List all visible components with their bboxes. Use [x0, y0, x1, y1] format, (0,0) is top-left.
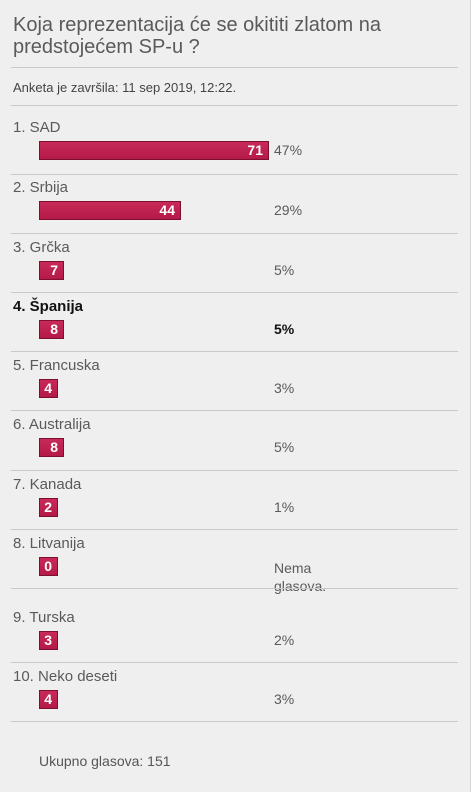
header-divider [11, 105, 458, 106]
poll-option-row: 10. Neko deseti 4 3% [0, 663, 471, 722]
vote-count: 4 [44, 380, 52, 396]
poll-option-row: 8. Litvanija 0 Nema glasova. [0, 530, 471, 594]
option-divider [11, 662, 458, 663]
option-label: 6. Australija [13, 416, 91, 433]
option-divider [11, 174, 458, 175]
poll-option-row: 3. Grčka 7 5% [0, 234, 471, 293]
vote-bar: 4 [39, 379, 58, 398]
option-divider [11, 588, 458, 589]
vote-count: 3 [44, 632, 52, 648]
total-votes: Ukupno glasova: 151 [39, 753, 171, 769]
vote-count: 0 [44, 558, 52, 574]
vote-bar: 0 [39, 557, 58, 576]
option-label: 8. Litvanija [13, 535, 85, 552]
vote-percent: 1% [274, 499, 295, 515]
vote-percent: 5% [274, 262, 295, 278]
vote-percent: 2% [274, 632, 295, 648]
option-divider [11, 529, 458, 530]
vote-count: 8 [50, 439, 58, 455]
option-label: 10. Neko deseti [13, 668, 118, 685]
option-label: 9. Turska [13, 609, 75, 626]
poll-option-row: 7. Kanada 2 1% [0, 471, 471, 530]
poll-option-row: 6. Australija 8 5% [0, 411, 471, 470]
vote-count: 71 [247, 142, 263, 158]
vote-count: 8 [50, 321, 58, 337]
vote-percent: 47% [274, 142, 303, 158]
option-label: 4. Španija [13, 298, 84, 315]
poll-ended-date: Anketa je završila: 11 sep 2019, 12:22. [13, 80, 237, 95]
vote-count: 7 [50, 262, 58, 278]
poll-option-row: 2. Srbija 44 29% [0, 174, 471, 233]
vote-count: 4 [44, 691, 52, 707]
vote-bar: 71 [39, 141, 269, 160]
vote-percent: Nema glasova. [274, 560, 327, 594]
option-label: 1. SAD [13, 119, 61, 136]
option-label: 7. Kanada [13, 476, 82, 493]
vote-percent: 5% [274, 439, 295, 455]
option-divider [11, 721, 458, 722]
option-divider [11, 233, 458, 234]
poll-question: Koja reprezentacija će se okititi zlatom… [13, 14, 381, 58]
vote-bar: 7 [39, 261, 64, 280]
option-label: 2. Srbija [13, 179, 69, 196]
vote-percent: 5% [274, 321, 295, 337]
vote-bar: 44 [39, 201, 181, 220]
poll-option-row: 4. Španija 8 5% [0, 293, 471, 352]
vote-bar: 8 [39, 320, 64, 339]
vote-bar: 2 [39, 498, 58, 517]
poll-option-row: 9. Turska 3 2% [0, 604, 471, 663]
vote-percent: 3% [274, 380, 295, 396]
vote-bar: 3 [39, 631, 58, 650]
option-divider [11, 292, 458, 293]
option-label: 3. Grčka [13, 239, 70, 256]
poll-option-row: 1. SAD 71 47% [0, 114, 471, 173]
vote-percent: 29% [274, 202, 303, 218]
vote-count: 44 [159, 202, 175, 218]
vote-bar: 8 [39, 438, 64, 457]
poll-option-row: 5. Francuska 4 3% [0, 352, 471, 411]
option-divider [11, 351, 458, 352]
vote-count: 2 [44, 499, 52, 515]
option-divider [11, 470, 458, 471]
vote-percent: 3% [274, 691, 295, 707]
title-divider [11, 67, 458, 68]
option-divider [11, 410, 458, 411]
option-label: 5. Francuska [13, 357, 100, 374]
vote-bar: 4 [39, 690, 58, 709]
